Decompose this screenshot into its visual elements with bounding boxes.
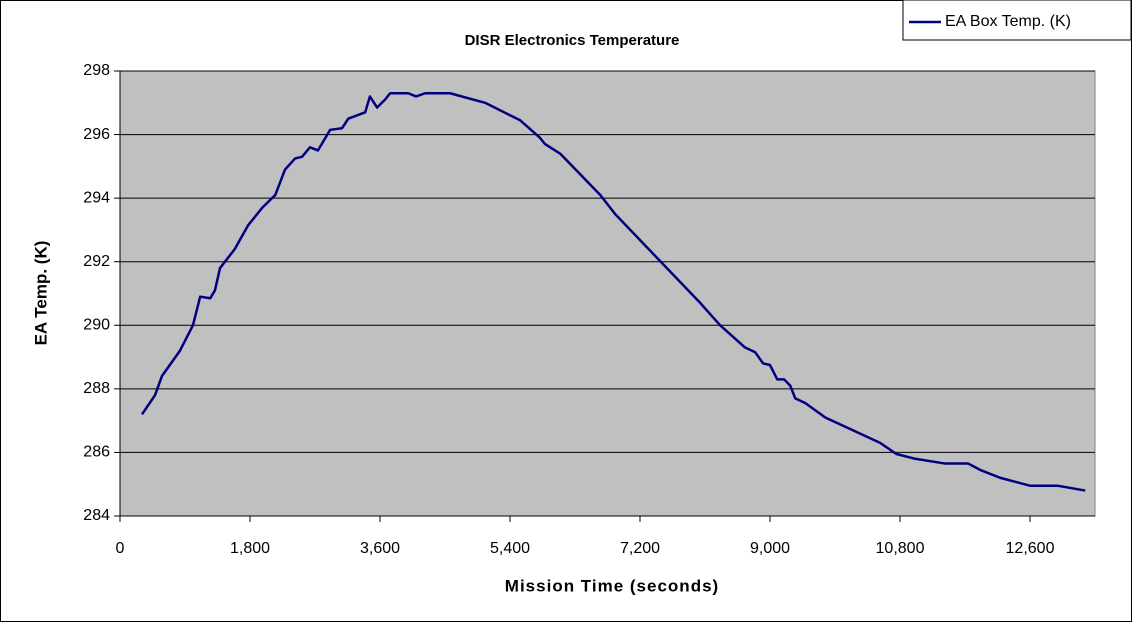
y-axis-label: EA Temp. (K) xyxy=(31,241,50,346)
y-tick-label: 298 xyxy=(83,62,110,79)
y-tick-label: 288 xyxy=(83,380,110,397)
plot-area xyxy=(119,70,1096,517)
y-tick-label: 290 xyxy=(83,317,110,334)
legend-box xyxy=(902,0,1132,41)
y-tick-label: 296 xyxy=(83,126,110,143)
x-tick-label: 3,600 xyxy=(360,540,400,557)
x-tick-label: 7,200 xyxy=(620,540,660,557)
y-tick-label: 286 xyxy=(83,444,110,461)
y-tick-label: 284 xyxy=(83,507,110,524)
x-tick-label: 12,600 xyxy=(1006,540,1055,557)
y-tick-label: 292 xyxy=(83,253,110,270)
chart-title: DISR Electronics Temperature xyxy=(465,32,680,49)
x-tick-label: 0 xyxy=(116,540,125,557)
x-tick-label: 1,800 xyxy=(230,540,270,557)
data-line xyxy=(140,92,1086,492)
x-tick-label: 9,000 xyxy=(750,540,790,557)
x-tick-label: 5,400 xyxy=(490,540,530,557)
y-tick-label: 294 xyxy=(83,189,110,206)
legend-label: EA Box Temp. (K) xyxy=(945,13,1071,30)
x-tick-label: 10,800 xyxy=(876,540,925,557)
x-axis-label: Mission Time (seconds) xyxy=(505,576,719,595)
